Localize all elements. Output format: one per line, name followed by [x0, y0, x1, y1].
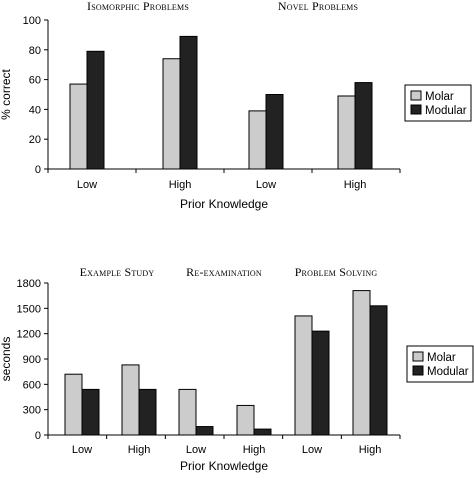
bar-molar-3	[248, 110, 267, 170]
x-tick-label: High	[128, 444, 151, 456]
x-tick-label: High	[344, 179, 367, 191]
legend: Molar Modular	[406, 345, 474, 383]
bar-molar-4	[337, 95, 356, 170]
bar-modular-5	[311, 330, 330, 436]
x-tick-label: Low	[77, 179, 97, 191]
bar-molar-5	[294, 315, 313, 436]
x-tick-label: Low	[302, 444, 322, 456]
chart-panel-2: 0 300 600 900 1200 1500 1800 Low High Low High Low H…	[0, 265, 474, 473]
y-tick-label: 1500	[17, 303, 41, 315]
y-tick-label: 1200	[17, 329, 41, 341]
chart-panel-1: 0 20 40 60 80 100 Low High Low High Isomorphic Pro…	[0, 0, 472, 211]
x-tick-label: Low	[72, 444, 92, 456]
y-tick-label: 300	[23, 405, 41, 417]
bar-modular-3	[195, 426, 214, 436]
y-tick-label: 1800	[17, 278, 41, 290]
bar-molar-6	[352, 290, 371, 436]
bar-modular-4	[253, 428, 272, 436]
x-tick-label: High	[359, 444, 382, 456]
y-axis-label: % correct	[0, 69, 13, 120]
bar-molar-1	[69, 83, 88, 170]
bar-molar-2	[162, 58, 181, 170]
group-title: Re-examination	[186, 265, 262, 279]
group-title: Problem Solving	[295, 265, 378, 279]
y-tick-label: 80	[29, 45, 41, 57]
y-tick-label: 600	[23, 379, 41, 391]
bar-modular-1	[86, 50, 105, 170]
x-axis-label: Prior Knowledge	[180, 459, 268, 473]
legend: Molar Modular	[404, 84, 472, 122]
group-title: Isomorphic Problems	[87, 0, 189, 13]
x-axis-label: Prior Knowledge	[180, 197, 268, 211]
bar-modular-1	[81, 388, 100, 436]
bar-molar-1	[64, 373, 83, 436]
y-tick-label: 900	[23, 354, 41, 366]
bar-molar-2	[121, 364, 140, 436]
legend-swatch-molar	[410, 90, 422, 101]
bar-modular-2	[138, 388, 157, 436]
group-title: Novel Problems	[278, 0, 358, 13]
bar-molar-4	[236, 404, 255, 436]
y-tick-label: 20	[29, 134, 41, 146]
bar-modular-6	[369, 305, 388, 436]
bar-modular-4	[354, 82, 373, 170]
bar-molar-3	[178, 388, 197, 436]
y-axis-label: seconds	[0, 337, 13, 382]
x-tick-label: Low	[186, 444, 206, 456]
x-tick-label: High	[169, 179, 192, 191]
y-tick-label: 0	[35, 430, 41, 442]
legend-label-molar: Molar	[425, 91, 454, 103]
y-tick-label: 100	[23, 15, 41, 27]
y-tick-label: 0	[35, 164, 41, 176]
legend-swatch-molar	[412, 351, 424, 362]
legend-label-modular: Modular	[425, 105, 467, 117]
bar-modular-3	[265, 94, 284, 170]
y-tick-label: 60	[29, 75, 41, 87]
x-tick-label: Low	[256, 179, 276, 191]
y-tick-label: 40	[29, 104, 41, 116]
legend-swatch-modular	[410, 104, 422, 115]
bar-modular-2	[179, 35, 198, 170]
legend-swatch-modular	[412, 365, 424, 376]
x-tick-label: High	[243, 444, 266, 456]
legend-label-modular: Modular	[427, 366, 469, 378]
legend-label-molar: Molar	[427, 352, 456, 364]
group-title: Example Study	[80, 265, 155, 279]
